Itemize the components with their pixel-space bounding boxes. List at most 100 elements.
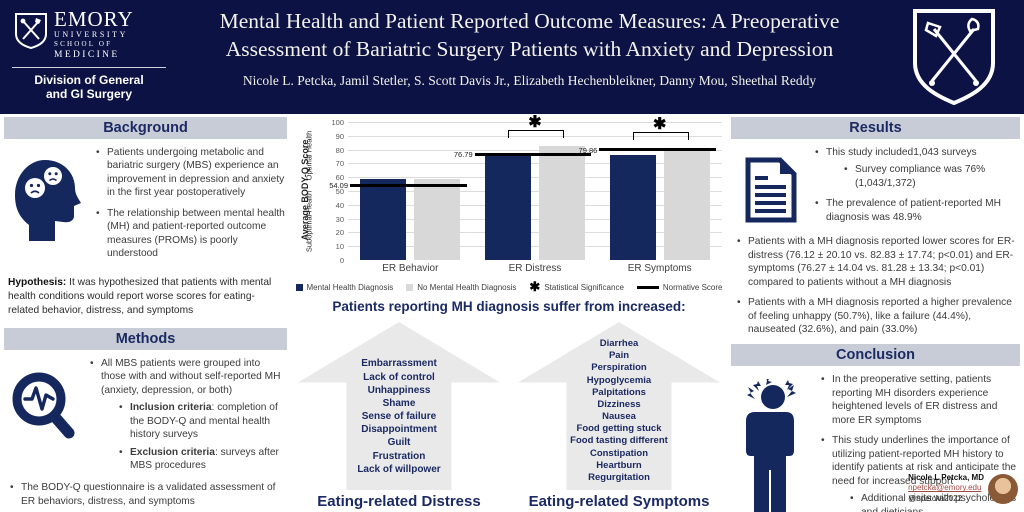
normative-score-value: 76.79 [453, 150, 473, 160]
logo-line-emory: EMORY [54, 7, 134, 31]
background-heading: Background [4, 117, 287, 139]
bullet-item: Diarrhea [599, 338, 639, 350]
contact-block: Nicole L Petcka, MD npetcka@emory.edu @n… [908, 473, 1018, 504]
legend-item: Normative Score [636, 282, 723, 292]
bullet-item: Hypoglycemia [586, 374, 652, 386]
legend-label: Normative Score [662, 282, 723, 292]
chart-legend: Mental Health Diagnosis No Mental Health … [292, 279, 726, 295]
distress-up-arrow-icon: Embarrassment Lack of control Unhappiness S… [298, 322, 500, 490]
bullet-item: Patients undergoing metabolic and bariat… [96, 146, 285, 200]
y-tick-label: 20 [335, 228, 344, 238]
results-top-bullets: This study included1,043 surveysSurvey c… [809, 146, 1020, 231]
legend-item: ✱ Statistical Significance [529, 279, 624, 295]
bar-no-mental-health-diagnosis [539, 145, 585, 260]
gridline [348, 149, 722, 151]
legend-label: Statistical Significance [544, 282, 624, 292]
category-label: ER Behavior [382, 263, 439, 274]
bullet-item: Heartburn [596, 459, 642, 471]
bullet-item: Embarrassment [361, 358, 437, 370]
bar-mental-health-diagnosis [485, 154, 531, 260]
author-avatar [988, 473, 1018, 504]
normative-line-icon [636, 285, 659, 289]
sub-bullet-list: Survey compliance was 76% (1,043/1,372) [826, 163, 1018, 190]
bullet-item: In the preoperative setting, patients re… [821, 373, 1018, 427]
bullet-item: All MBS patients were grouped into those… [90, 357, 285, 473]
distress-items: Embarrassment Lack of control Unhappiness S… [298, 357, 500, 490]
significance-asterisk: ✱ [652, 115, 667, 133]
category-label: ER Distress [508, 263, 562, 274]
bullet-item: Disappointment [361, 424, 437, 436]
bullet-item: Shame [382, 397, 416, 409]
bullet-item: Unhappiness [367, 384, 431, 396]
bar-mental-health-diagnosis [360, 178, 407, 260]
methods-heading: Methods [4, 327, 287, 350]
sub-bullet-list: Inclusion criteria: completion of the BO… [101, 401, 285, 472]
bullet-item: Palpitations [592, 386, 646, 398]
gridline [348, 122, 722, 123]
contact-email-link[interactable]: npetcka@emory.edu [908, 483, 982, 493]
bullet-item: This study included1,043 surveysSurvey c… [815, 146, 1018, 190]
y-tick-label: 70 [335, 159, 344, 169]
results-bottom-bullets: Patients with a MH diagnosis reported lo… [731, 235, 1020, 336]
bullet-item: Patients with a MH diagnosis reported lo… [737, 235, 1018, 289]
y-tick-label: 50 [335, 187, 344, 196]
bullet-item: Food getting stuck [576, 423, 662, 435]
division-name: Division of General and GI Surgery [34, 72, 144, 102]
significance-asterisk: ✱ [528, 113, 542, 131]
gridline [348, 218, 722, 220]
poster-title-line1: Mental Health and Patient Reported Outco… [219, 9, 840, 33]
bullet-item: Frustration [372, 450, 426, 462]
sub-bullet-item: Inclusion criteria: completion of the BO… [119, 401, 285, 441]
methods-bottom-bullets: The BODY-Q questionnaire is a validated … [4, 481, 287, 512]
bullet-item: The BODY-Q questionnaire is a validated … [10, 481, 285, 512]
gridline [348, 204, 722, 206]
bullet-item: This study underlines the importance of … [821, 434, 1018, 512]
legend-item: Mental Health Diagnosis [295, 283, 393, 292]
logo-line-medicine: MEDICINE [54, 49, 120, 60]
bullet-item: Nausea [602, 411, 636, 423]
legend-item: No Mental Health Diagnosis [406, 283, 516, 292]
significance-bracket [508, 129, 564, 138]
hypothesis-text: Hypothesis: It was hypothesized that pat… [8, 276, 272, 316]
emory-wordmark: EMORY UNIVERSITY SCHOOL OF MEDICINE [54, 8, 134, 61]
gridline [348, 246, 722, 248]
right-column: Results This study included1,043 surveys… [731, 117, 1020, 512]
middle-column: Average BODY-Q Score Optimal Health Subo… [292, 114, 726, 510]
magnifier-ecg-icon [12, 372, 75, 439]
bodyq-bar-chart: Average BODY-Q Score Optimal Health Subo… [292, 114, 726, 295]
bar-mental-health-diagnosis [609, 154, 656, 260]
bullet-item: Patients with a MH diagnosis reported a … [737, 296, 1018, 336]
distress-arrow-label: Eating-related Distress [317, 493, 481, 510]
sub-bullet-item: Survey compliance was 76% (1,043/1,372) [844, 163, 1018, 190]
poster-title-line2: Assessment of Bariatric Surgery Patients… [225, 37, 834, 62]
symptoms-up-arrow-icon: Diarrhea Pain Perspiration Hypoglycemia Palp… [518, 322, 720, 490]
normative-score-line [474, 152, 592, 156]
y-axis-optimal-label: Optimal Health [304, 130, 314, 181]
logo-line-university: UNIVERSITY [54, 30, 128, 40]
bullet-item: Food tasting different [570, 435, 668, 447]
emory-shield-icon [15, 13, 47, 50]
normative-score-value: 54.09 [329, 181, 348, 191]
bullet-item: Guilt [387, 437, 411, 449]
emory-logo-block: EMORY UNIVERSITY SCHOOL OF MEDICINE Divi… [10, 8, 168, 102]
legend-swatch-icon [295, 283, 303, 291]
logo-divider [12, 66, 166, 68]
y-tick-label: 90 [335, 131, 344, 141]
significance-bracket [632, 131, 689, 140]
legend-label: No Mental Health Diagnosis [417, 282, 517, 292]
normative-score-value: 79.86 [578, 145, 598, 155]
gridline [348, 135, 722, 137]
poster-title-block: Mental Health and Patient Reported Outco… [175, 7, 884, 89]
gridline [348, 163, 722, 165]
chart-categories: ER Behavior ER Distress ER Symptoms [348, 263, 722, 274]
normative-score-line [350, 183, 467, 187]
results-heading: Results [731, 117, 1020, 139]
bullet-item: Constipation [589, 447, 649, 459]
bar-no-mental-health-diagnosis [414, 178, 461, 260]
background-bullets: Patients undergoing metabolic and bariat… [90, 146, 287, 268]
y-tick-label: 80 [335, 145, 344, 155]
y-tick-label: 100 [331, 118, 344, 127]
emory-shield-large-icon [913, 9, 995, 106]
gridline [348, 191, 722, 192]
